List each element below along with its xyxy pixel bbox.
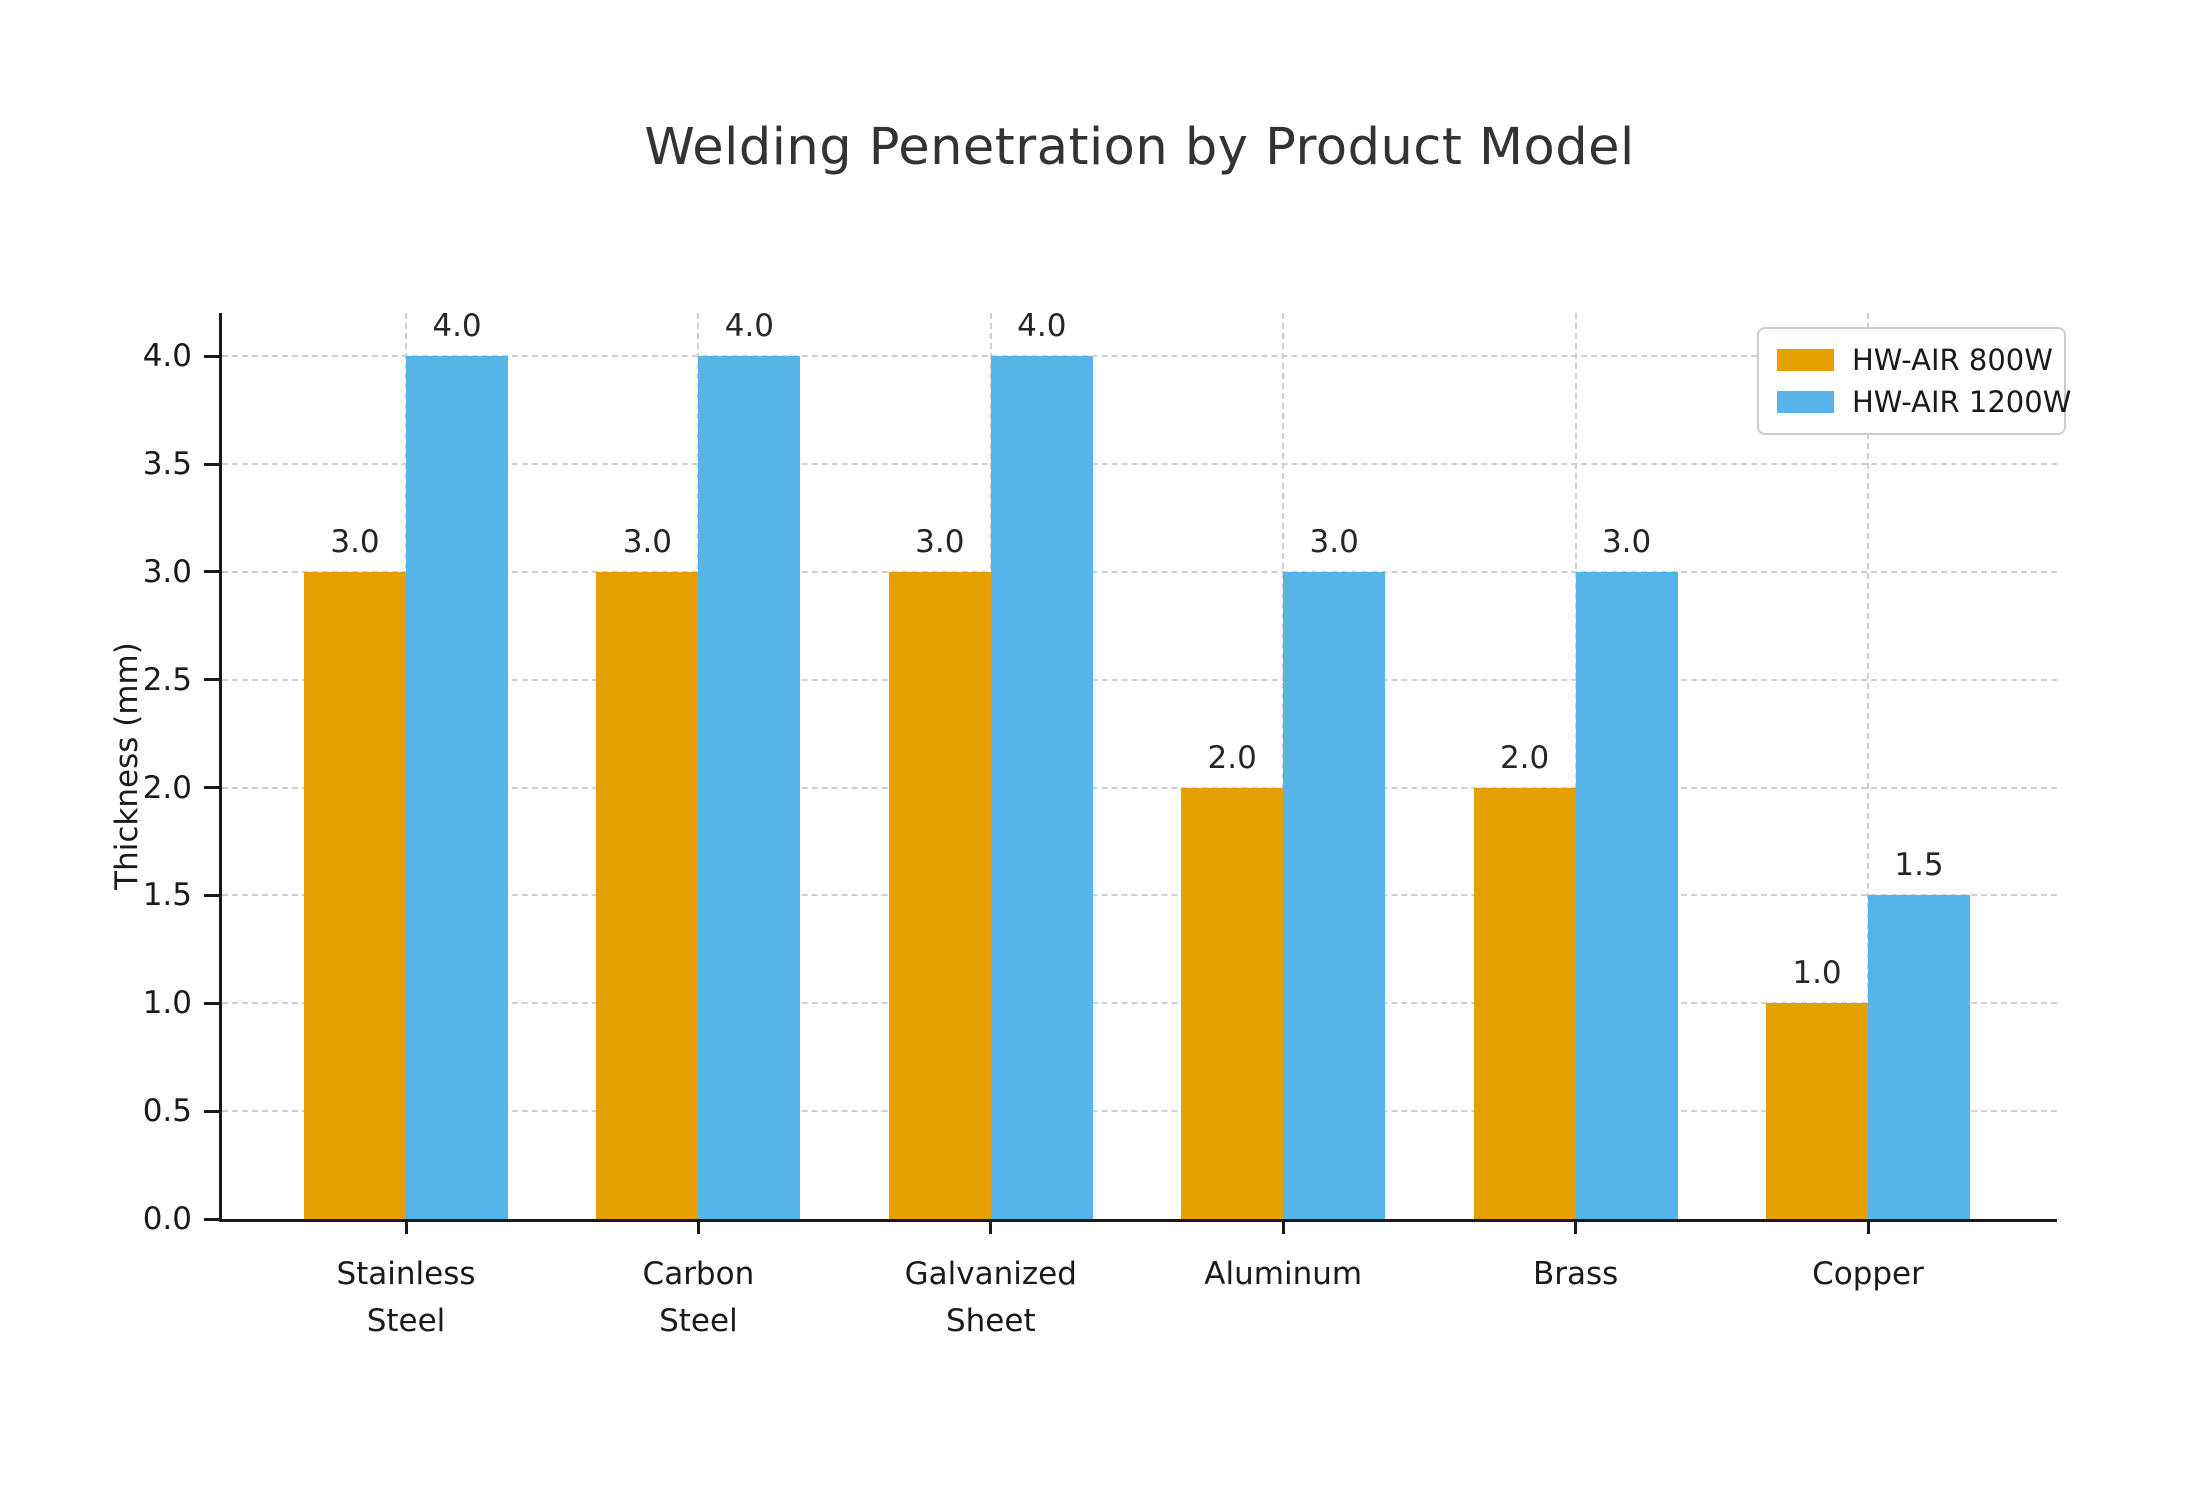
y-axis-spine (219, 313, 222, 1222)
y-tick-mark (204, 893, 219, 897)
bar-value-label: 4.0 (432, 308, 482, 345)
gridline-horizontal (222, 463, 2057, 465)
plot-area: 0.0 0.5 1.0 1.5 2.0 2.5 3.0 3.5 4.0 3.0 4.0 3.0 4.0 3… (143, 308, 2057, 1237)
legend-swatch-800w (1777, 349, 1834, 371)
legend: HW-AIR 800W HW-AIR 1200W (1757, 327, 2071, 435)
bar-value-label: 2.0 (1499, 739, 1550, 776)
y-tick-mark (204, 570, 219, 574)
gridline-horizontal (222, 894, 2057, 897)
x-tick-mark (989, 1222, 993, 1234)
bar-value-label: 3.0 (330, 523, 380, 560)
bar-hw-air-1200w-aluminum (1283, 571, 1386, 1219)
x-axis-labels: Stainless Steel Carbon Steel Galvanized Sh… (222, 1219, 2057, 1349)
gridline-horizontal (222, 678, 2057, 681)
x-category-label: Carbon Steel (642, 1256, 755, 1339)
y-tick-mark (204, 786, 219, 790)
y-tick-label: 2.0 (142, 769, 192, 806)
gridline-horizontal (222, 786, 2057, 789)
y-tick-label: 3.0 (142, 553, 192, 590)
bar-hw-air-800w-aluminum (1181, 787, 1284, 1219)
bar-hw-air-800w-galvanized-sheet (888, 571, 991, 1219)
legend-item-800w: HW-AIR 800W (1777, 339, 2053, 381)
x-tick-mark (1574, 1222, 1578, 1234)
y-tick-label: 4.0 (142, 338, 192, 375)
y-tick-mark (204, 1217, 219, 1221)
y-tick-label: 3.5 (142, 446, 192, 482)
x-tick-mark (1281, 1222, 1285, 1234)
x-category-label: Galvanized Sheet (904, 1256, 1077, 1339)
x-axis-spine (219, 1219, 2057, 1222)
x-category-label: Stainless Steel (336, 1256, 476, 1339)
bar-value-label: 1.5 (1894, 847, 1944, 884)
gridline-vertical (1867, 313, 1869, 1219)
bar-value-label: 3.0 (915, 523, 965, 560)
bar-value-label: 4.0 (1017, 308, 1067, 345)
bar-hw-air-1200w-carbon-steel (698, 356, 801, 1219)
x-category-label: Aluminum (1204, 1256, 1363, 1292)
legend-label-800w: HW-AIR 800W (1852, 343, 2053, 377)
y-tick-label: 2.5 (142, 661, 192, 698)
y-tick-mark (204, 354, 219, 358)
gridline-horizontal (222, 355, 2057, 358)
y-tick-label: 0.0 (142, 1201, 192, 1237)
gridline-horizontal (222, 570, 2057, 573)
y-tick-label: 0.5 (142, 1093, 192, 1130)
y-tick-mark (204, 1001, 219, 1005)
x-tick-mark (404, 1222, 408, 1234)
x-category-label: Brass (1532, 1256, 1619, 1292)
bar-hw-air-1200w-stainless-steel (406, 356, 508, 1219)
bar-value-label: 4.0 (724, 308, 775, 345)
bar-value-label: 3.0 (622, 523, 673, 560)
bar-value-label: 3.0 (1309, 523, 1359, 560)
gridline-horizontal (222, 1110, 2057, 1113)
bar-value-label: 3.0 (1601, 523, 1652, 560)
y-tick-label: 1.5 (142, 877, 192, 914)
gridline-horizontal (222, 1002, 2057, 1005)
legend-item-1200w: HW-AIR 1200W (1777, 381, 2071, 423)
bar-hw-air-1200w-copper (1868, 895, 1970, 1219)
bar-hw-air-800w-brass (1473, 787, 1576, 1219)
legend-label-1200w: HW-AIR 1200W (1852, 385, 2072, 419)
x-tick-mark (1866, 1222, 1870, 1234)
bar-value-label: 2.0 (1207, 739, 1257, 776)
chart-title: Welding Penetration by Product Model (644, 118, 1635, 177)
bar-hw-air-800w-carbon-steel (596, 571, 699, 1219)
y-tick-mark (204, 678, 219, 682)
bar-value-label: 1.0 (1792, 955, 1842, 992)
y-tick-mark (204, 462, 219, 466)
x-category-label: Copper (1812, 1256, 1924, 1292)
bar-hw-air-800w-copper (1766, 1003, 1868, 1219)
bar-hw-air-1200w-brass (1575, 571, 1678, 1219)
y-tick-mark (204, 1109, 219, 1113)
bar-hw-air-1200w-galvanized-sheet (990, 356, 1093, 1219)
x-tick-mark (696, 1222, 700, 1234)
y-tick-label: 1.0 (142, 985, 192, 1022)
legend-swatch-1200w (1777, 391, 1834, 413)
bar-hw-air-800w-stainless-steel (304, 571, 406, 1219)
